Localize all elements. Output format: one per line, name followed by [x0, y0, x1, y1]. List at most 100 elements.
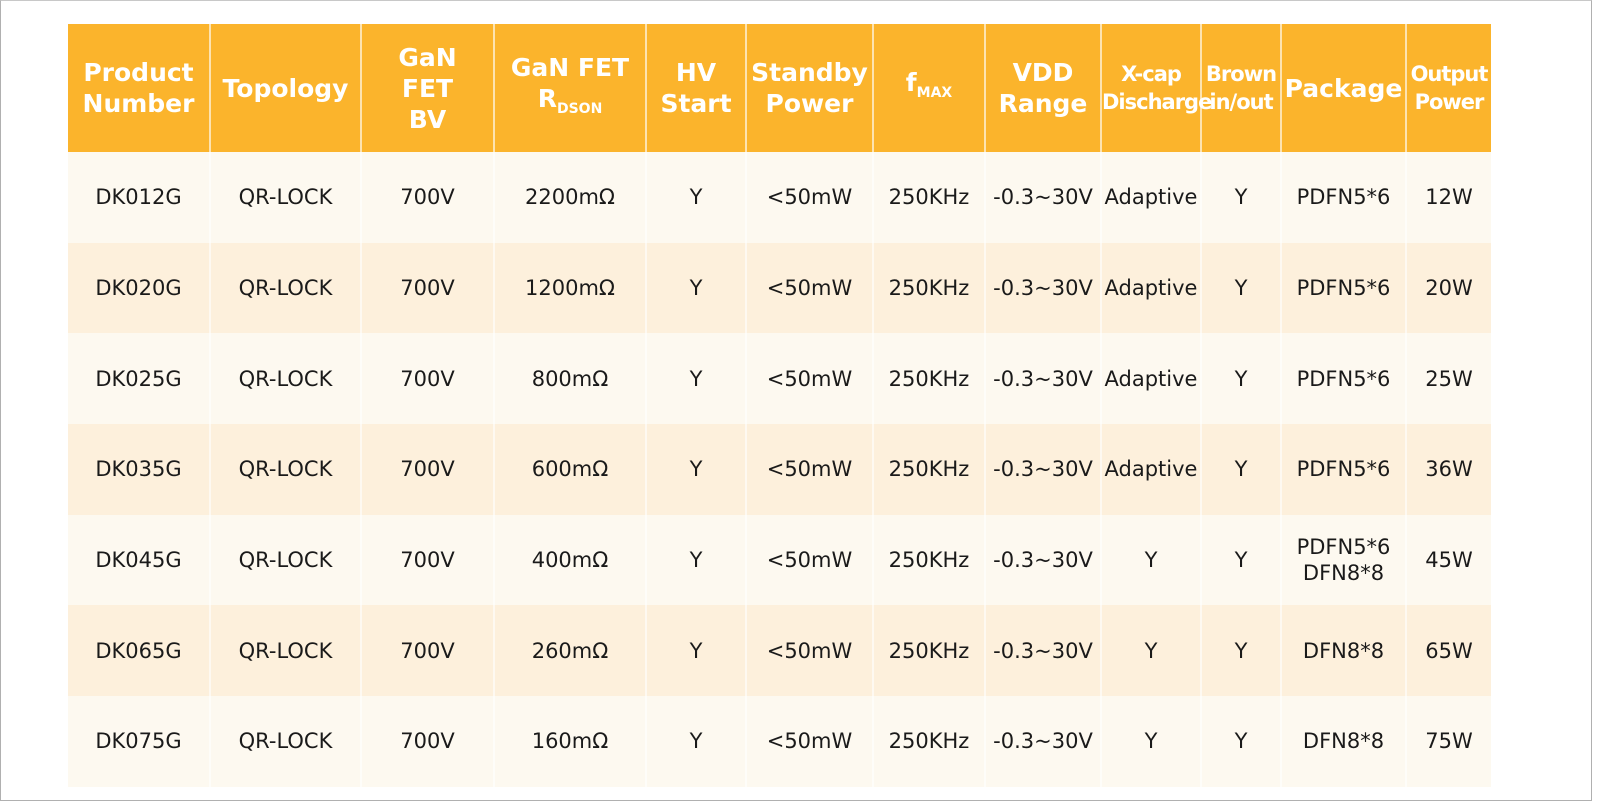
header-line: Power	[765, 89, 854, 118]
header-line: X-cap	[1121, 62, 1182, 86]
cell-gan-fet-bv: 700V	[360, 333, 494, 425]
cell-standby-power: <50mW	[745, 424, 873, 515]
cell-fmax: 250KHz	[872, 514, 985, 606]
cell-output-power: 45W	[1405, 514, 1491, 606]
cell-fmax: 250KHz	[872, 696, 985, 787]
header-line: Package	[1284, 73, 1403, 103]
header-line: FET	[401, 73, 454, 103]
cell-output-power: 12W	[1405, 152, 1491, 243]
cell-product-number: DK035G	[68, 424, 210, 515]
cell-x-cap-discharge: Y	[1100, 696, 1201, 787]
table-row: DK045G QR-LOCK 700V 400mΩ Y <50mW 250KHz -0.3~3…	[68, 514, 1491, 606]
header-line: GaN FET	[510, 52, 630, 82]
cell-brown-in-out: Y	[1200, 152, 1281, 243]
cell-output-power: 36W	[1405, 424, 1491, 515]
cell-topology: QR-LOCK	[209, 333, 361, 425]
cell-vdd-range: -0.3~30V	[984, 514, 1101, 606]
header-line: Number	[82, 89, 195, 118]
cell-brown-in-out: Y	[1200, 242, 1281, 334]
cell-gan-fet-rdson: 160mΩ	[493, 696, 646, 787]
cell-hv-start: Y	[645, 242, 746, 334]
header-gan-fet-bv: GaN FET BV	[360, 24, 494, 152]
header-line: in/out	[1209, 90, 1273, 114]
header-line: Product	[83, 58, 194, 87]
cell-gan-fet-bv: 700V	[360, 242, 494, 334]
cell-x-cap-discharge: Adaptive	[1100, 152, 1201, 243]
header-line: Power	[1414, 90, 1485, 114]
cell-x-cap-discharge: Adaptive	[1100, 333, 1201, 425]
cell-product-number: DK075G	[68, 696, 210, 787]
header-output-power: Output Power	[1405, 24, 1491, 152]
cell-gan-fet-bv: 700V	[360, 605, 494, 697]
cell-topology: QR-LOCK	[209, 242, 361, 334]
cell-vdd-range: -0.3~30V	[984, 605, 1101, 697]
header-line: VDD	[1012, 58, 1074, 87]
cell-product-number: DK065G	[68, 605, 210, 697]
cell-package: PDFN5*6	[1280, 152, 1406, 243]
cell-hv-start: Y	[645, 514, 746, 606]
header-brown-in-out: Brown in/out	[1200, 24, 1281, 152]
header-line: BV	[408, 104, 447, 134]
header-x-cap-discharge: X-cap Discharge	[1100, 24, 1212, 152]
cell-gan-fet-bv: 700V	[360, 152, 494, 243]
cell-brown-in-out: Y	[1200, 696, 1281, 787]
header-hv-start: HV Start	[645, 24, 746, 152]
cell-output-power: 20W	[1405, 242, 1491, 334]
cell-x-cap-discharge: Adaptive	[1100, 424, 1201, 515]
cell-standby-power: <50mW	[745, 152, 873, 243]
cell-standby-power: <50mW	[745, 242, 873, 334]
cell-output-power: 25W	[1405, 333, 1491, 425]
cell-brown-in-out: Y	[1200, 514, 1281, 606]
symbol-subscript: MAX	[916, 85, 953, 101]
cell-standby-power: <50mW	[745, 605, 873, 697]
header-fmax: fMAX	[872, 24, 985, 152]
header-line: Start	[660, 89, 732, 118]
cell-fmax: 250KHz	[872, 152, 985, 243]
cell-brown-in-out: Y	[1200, 605, 1281, 697]
cell-standby-power: <50mW	[745, 333, 873, 425]
header-line: Brown	[1205, 62, 1277, 86]
cell-standby-power: <50mW	[745, 514, 873, 606]
cell-brown-in-out: Y	[1200, 424, 1281, 515]
cell-topology: QR-LOCK	[209, 424, 361, 515]
cell-package: DFN8*8	[1280, 696, 1406, 787]
header-line: Discharge	[1102, 90, 1212, 114]
header-line: GaN	[398, 42, 457, 72]
header-gan-fet-rdson: GaN FET RDSON	[493, 24, 646, 152]
table-row: DK025G QR-LOCK 700V 800mΩ Y <50mW 250KHz -0.3~3…	[68, 333, 1491, 425]
cell-vdd-range: -0.3~30V	[984, 242, 1101, 334]
cell-gan-fet-rdson: 1200mΩ	[493, 242, 646, 334]
table-row: DK020G QR-LOCK 700V 1200mΩ Y <50mW 250KHz -0.3~…	[68, 242, 1491, 334]
cell-gan-fet-rdson: 2200mΩ	[493, 152, 646, 243]
header-vdd-range: VDD Range	[984, 24, 1101, 152]
cell-product-number: DK020G	[68, 242, 210, 334]
symbol-subscript: DSON	[556, 100, 603, 117]
cell-product-number: DK045G	[68, 514, 210, 606]
cell-gan-fet-rdson: 260mΩ	[493, 605, 646, 697]
cell-gan-fet-bv: 700V	[360, 514, 494, 606]
cell-gan-fet-rdson: 800mΩ	[493, 333, 646, 425]
cell-product-number: DK012G	[68, 152, 210, 243]
header-line: HV	[675, 58, 717, 87]
header-product-number: Product Number	[68, 24, 210, 152]
header-line: Output	[1410, 62, 1489, 86]
table-row: DK075G QR-LOCK 700V 160mΩ Y <50mW 250KHz -0.3~3…	[68, 696, 1491, 787]
cell-topology: QR-LOCK	[209, 152, 361, 243]
header-line: Range	[998, 89, 1088, 118]
header-symbol: RDSON	[495, 83, 645, 125]
cell-hv-start: Y	[645, 152, 746, 243]
cell-output-power: 65W	[1405, 605, 1491, 697]
header-package: Package	[1280, 24, 1406, 152]
cell-output-power: 75W	[1405, 696, 1491, 787]
cell-topology: QR-LOCK	[209, 696, 361, 787]
cell-brown-in-out: Y	[1200, 333, 1281, 425]
header-symbol: fMAX	[874, 67, 984, 109]
cell-gan-fet-rdson: 600mΩ	[493, 424, 646, 515]
header-standby-power: Standby Power	[745, 24, 873, 152]
cell-package: PDFN5*6 DFN8*8	[1280, 514, 1406, 606]
cell-hv-start: Y	[645, 333, 746, 425]
cell-package: PDFN5*6	[1280, 242, 1406, 334]
header-topology: Topology	[209, 24, 361, 152]
cell-fmax: 250KHz	[872, 605, 985, 697]
